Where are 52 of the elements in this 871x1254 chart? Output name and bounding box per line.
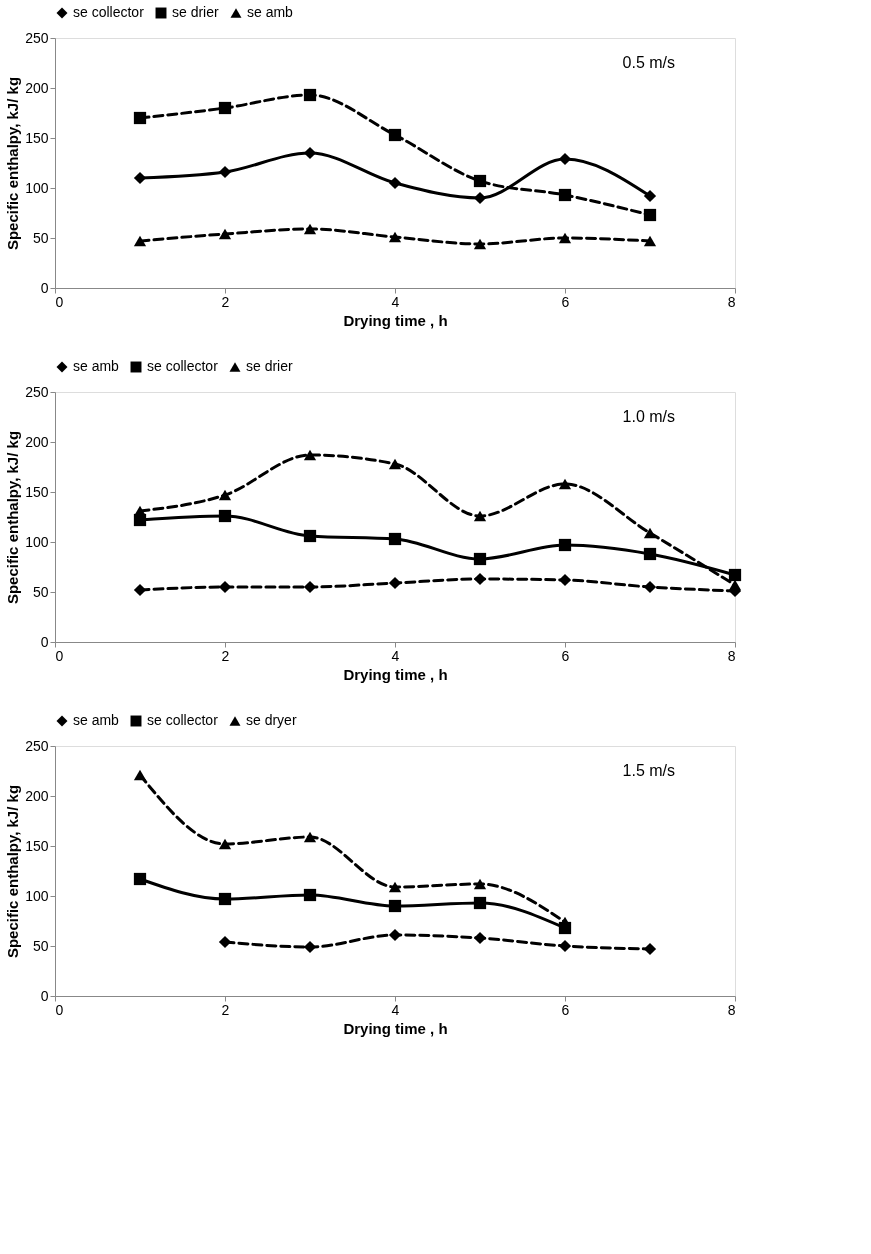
x-tick-label: 0 xyxy=(55,293,64,310)
x-axis-title: Drying time , h xyxy=(343,311,448,329)
x-tick-label: 8 xyxy=(727,293,736,310)
legend-label: se drier xyxy=(246,358,294,374)
y-tick-label: 100 xyxy=(25,887,49,904)
x-tick-label: 6 xyxy=(561,647,570,664)
legend-label: se collector xyxy=(73,4,145,20)
x-tick-label: 2 xyxy=(221,293,230,310)
x-tick-label: 4 xyxy=(391,1001,400,1018)
x-tick-label: 6 xyxy=(561,293,570,310)
x-tick-label: 2 xyxy=(221,1001,230,1018)
y-axis-title: Specific enthalpy, kJ/ kg xyxy=(4,430,22,605)
x-tick-label: 0 xyxy=(55,647,64,664)
y-tick-label: 250 xyxy=(25,29,49,46)
annotation: 0.5 m/s xyxy=(622,54,675,71)
y-tick-label: 0 xyxy=(40,633,49,650)
y-tick-label: 0 xyxy=(40,987,49,1004)
y-tick-label: 150 xyxy=(25,129,49,146)
legend-label: se dryer xyxy=(246,712,297,728)
y-tick-label: 150 xyxy=(25,483,49,500)
y-tick-label: 150 xyxy=(25,837,49,854)
x-tick-label: 0 xyxy=(55,1001,64,1018)
y-tick-label: 250 xyxy=(25,383,49,400)
y-tick-label: 100 xyxy=(25,179,49,196)
y-tick-label: 200 xyxy=(25,787,49,804)
x-axis-title: Drying time , h xyxy=(343,665,448,683)
x-tick-label: 6 xyxy=(561,1001,570,1018)
x-tick-label: 8 xyxy=(727,647,736,664)
annotation: 1.0 m/s xyxy=(622,408,675,425)
legend-label: se collector xyxy=(147,358,219,374)
point xyxy=(643,189,657,203)
annotation: 1.5 m/s xyxy=(622,762,675,779)
y-tick-label: 200 xyxy=(25,79,49,96)
x-tick-label: 8 xyxy=(727,1001,736,1018)
legend-label: se collector xyxy=(147,712,219,728)
y-tick-label: 250 xyxy=(25,737,49,754)
x-tick-label: 4 xyxy=(391,293,400,310)
y-tick-label: 50 xyxy=(32,583,49,600)
y-tick-label: 100 xyxy=(25,533,49,550)
x-tick-label: 4 xyxy=(391,647,400,664)
legend-label: se amb xyxy=(73,358,120,374)
y-tick-label: 200 xyxy=(25,433,49,450)
y-tick-label: 0 xyxy=(40,279,49,296)
y-axis-title: Specific enthalpy, kJ/ kg xyxy=(4,784,22,959)
x-axis-title: Drying time , h xyxy=(343,1019,448,1037)
legend-label: se amb xyxy=(73,712,120,728)
x-tick-label: 2 xyxy=(221,647,230,664)
y-axis-title: Specific enthalpy, kJ/ kg xyxy=(4,76,22,251)
y-tick-label: 50 xyxy=(32,229,49,246)
y-tick-label: 50 xyxy=(32,937,49,954)
legend-label: se amb xyxy=(247,4,294,20)
legend-label: se drier xyxy=(172,4,220,20)
